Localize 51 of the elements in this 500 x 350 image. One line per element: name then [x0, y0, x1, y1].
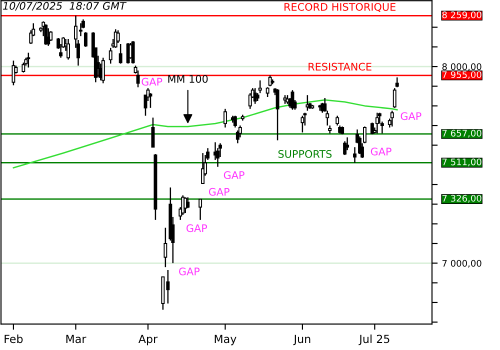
- candlestick: [258, 80, 262, 94]
- candlestick: [118, 43, 122, 64]
- candlestick: [198, 198, 202, 221]
- text: MM 100: [168, 74, 208, 83]
- annotation: GAP: [142, 78, 162, 86]
- x-tick-label: Apr: [138, 334, 158, 346]
- candlestick: [392, 88, 396, 108]
- annotation: 10/07/2025 18:07 GMT: [3, 2, 127, 11]
- annotation: GAP: [186, 224, 208, 232]
- annotation: GAP: [224, 171, 244, 180]
- x-tick-label: Mar: [66, 334, 86, 344]
- y-tick-label: 7 000,00: [442, 260, 482, 268]
- x-tick-label: Jul 25: [358, 334, 390, 346]
- candlestick: [108, 47, 112, 64]
- candlestick: [151, 117, 155, 148]
- annotation: RECORD HISTORIQUE: [284, 2, 396, 12]
- annotation: RESISTANCE: [308, 62, 372, 71]
- x-tick-label: Jun: [293, 334, 310, 346]
- ref-line-label: 7 657,00: [442, 130, 482, 138]
- candlestick: [136, 70, 140, 88]
- candlestick: [346, 136, 350, 151]
- candlestick: [236, 130, 240, 144]
- annotation: GAP: [400, 112, 422, 120]
- x-tick-label: May: [214, 334, 236, 346]
- ref-line-label: 8 259,00: [442, 11, 482, 20]
- ref-line-label: 7 955,00: [442, 71, 482, 79]
- annotation: GAP: [208, 188, 230, 196]
- candlestick: [46, 28, 50, 47]
- annotation: GAP: [179, 268, 200, 276]
- annotation: SUPPORTS: [278, 150, 332, 158]
- candlestick: [186, 196, 190, 209]
- ref-line-label: 7 326,00: [442, 194, 482, 203]
- candlestick: [276, 88, 280, 141]
- candlestick: [343, 140, 347, 156]
- candlestick: [300, 115, 304, 134]
- candlestick: [395, 76, 399, 88]
- x-tick-label: Feb: [4, 334, 23, 344]
- annotation: GAP: [370, 148, 392, 156]
- candlestick: [266, 86, 270, 98]
- candlestick: [268, 74, 272, 87]
- candlestick: [164, 227, 168, 268]
- candlestick: [148, 92, 152, 108]
- y-tick-label: 8 000,00: [442, 63, 482, 72]
- candlestick: [116, 30, 120, 44]
- candlestick: [353, 146, 356, 164]
- candlestick: [223, 108, 227, 128]
- candlestick: [12, 60, 16, 86]
- candlestick: [84, 32, 88, 48]
- candlestick: [26, 52, 30, 68]
- candlestick: [336, 115, 340, 126]
- ref-line-label: 7 511,00: [442, 158, 482, 166]
